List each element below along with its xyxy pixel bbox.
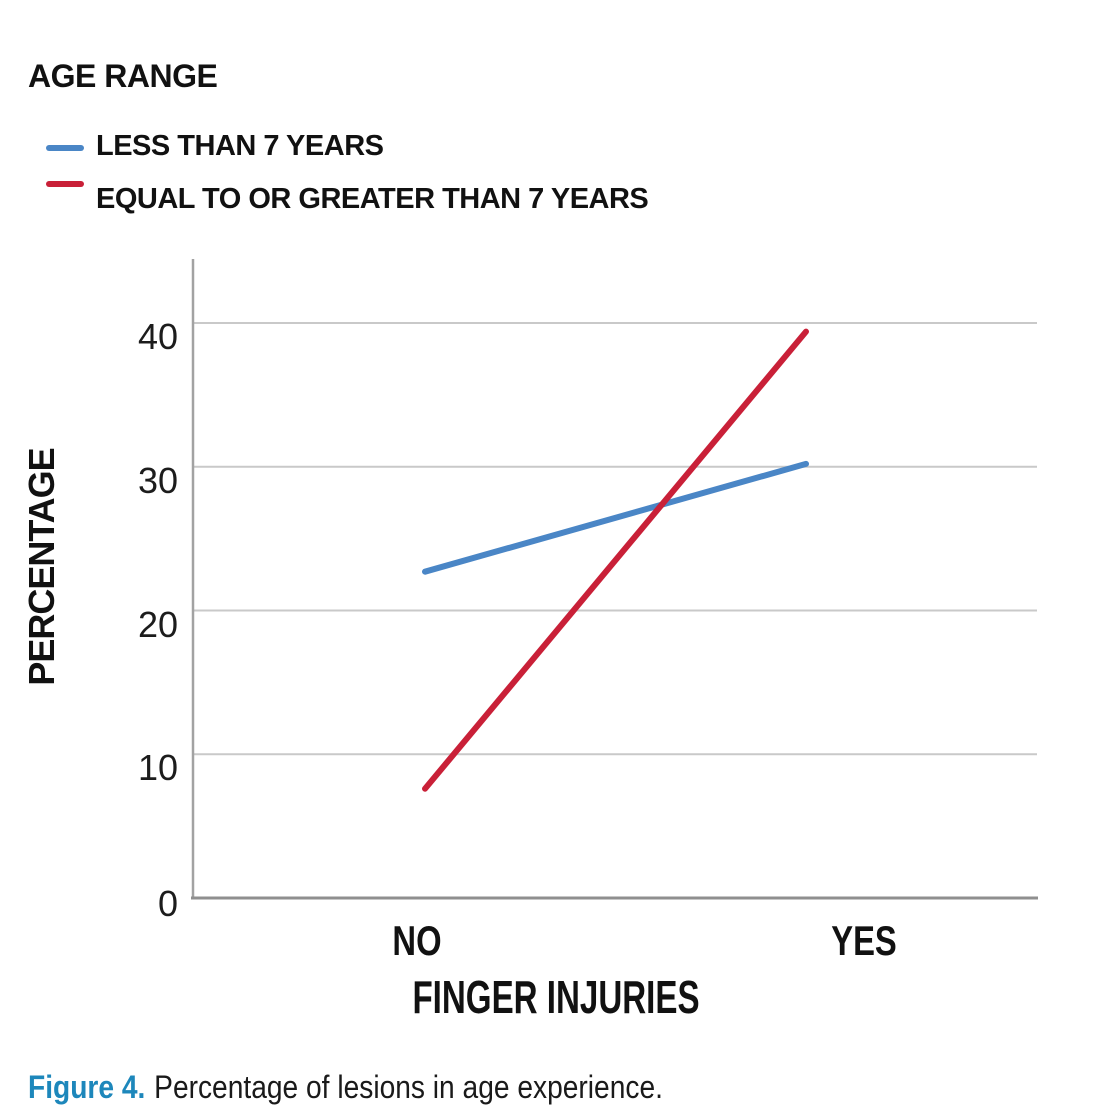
- y-tick-label-0: 0: [157, 883, 178, 924]
- series-line-1: [422, 328, 809, 792]
- x-category-label-yes: YES: [831, 917, 897, 964]
- figure-caption-text: Percentage of lesions in age experience.: [154, 1069, 663, 1105]
- figure-caption-label: Figure 4.: [28, 1069, 146, 1105]
- y-tick-label-30: 30: [137, 459, 178, 501]
- x-category-label-no: NO: [392, 917, 442, 964]
- legend-swatch-greater-equal-7: [46, 181, 84, 187]
- x-axis-title: FINGER INJURIES: [412, 971, 700, 1023]
- y-axis-title: PERCENTAGE: [21, 448, 62, 686]
- legend-label-less-than-7: LESS THAN 7 YEARS: [96, 130, 384, 162]
- legend-label-greater-equal-7: EQUAL TO OR GREATER THAN 7 YEARS: [96, 183, 649, 215]
- y-tick-label-20: 20: [137, 603, 178, 645]
- legend-title: AGE RANGE: [28, 58, 218, 94]
- series-line-0: [422, 460, 809, 575]
- legend-swatch-less-than-7: [46, 145, 84, 151]
- y-tick-label-10: 10: [137, 747, 178, 789]
- y-tick-label-40: 40: [137, 316, 178, 357]
- figure-caption: Figure 4. Percentage of lesions in age ex…: [28, 1066, 663, 1108]
